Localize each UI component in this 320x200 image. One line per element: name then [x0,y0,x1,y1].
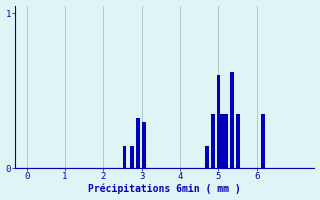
Bar [130,146,134,168]
Bar [220,114,224,168]
Bar [224,114,228,168]
Bar [211,114,215,168]
Bar [230,72,234,168]
Bar [236,114,240,168]
Bar [136,118,140,168]
Bar [142,122,146,168]
Bar [205,146,209,168]
Bar [261,114,265,168]
X-axis label: Précipitations 6min ( mm ): Précipitations 6min ( mm ) [88,184,241,194]
Bar [217,75,220,168]
Bar [123,146,126,168]
